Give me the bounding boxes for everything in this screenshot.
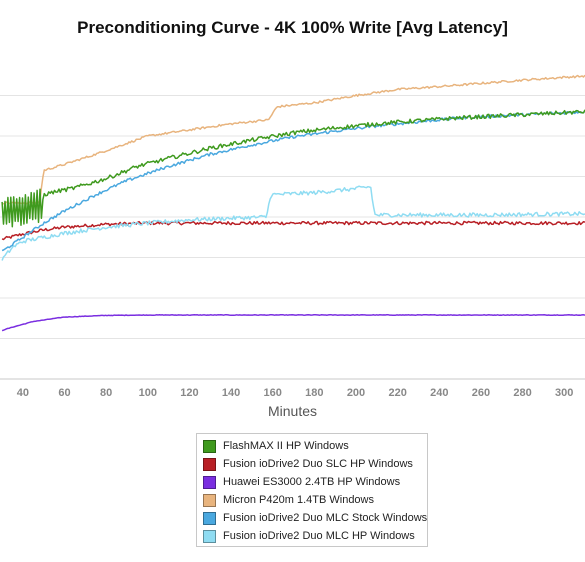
legend-swatch-3 [203, 493, 216, 507]
legend-swatch-5 [203, 529, 216, 543]
legend-label-0: FlashMAX II HP Windows [223, 440, 349, 452]
x-tick-label-240: 240 [430, 387, 448, 399]
legend-item-0[interactable]: FlashMAX II HP Windows [197, 437, 427, 455]
x-tick-label-300: 300 [555, 387, 573, 399]
x-tick-label-160: 160 [264, 387, 282, 399]
series-line-3 [2, 74, 585, 205]
series-line-5 [1, 185, 585, 261]
x-tick-label-40: 40 [17, 387, 29, 399]
x-axis-ticks: 40 60 80 100 120 140 160 180 200 220 240 260 280 300 [17, 387, 574, 399]
legend-item-1[interactable]: Fusion ioDrive2 Duo SLC HP Windows [197, 455, 427, 473]
legend-label-3: Micron P420m 1.4TB Windows [223, 494, 374, 506]
x-tick-label-120: 120 [180, 387, 198, 399]
series-lines [1, 74, 585, 332]
gridlines [0, 95, 585, 380]
x-tick-label-200: 200 [347, 387, 365, 399]
series-line-4 [1, 110, 585, 252]
x-tick-label-60: 60 [58, 387, 70, 399]
x-tick-label-80: 80 [100, 387, 112, 399]
legend: FlashMAX II HP Windows Fusion ioDrive2 Du… [196, 433, 428, 547]
legend-label-1: Fusion ioDrive2 Duo SLC HP Windows [223, 458, 413, 470]
series-line-1 [1, 220, 585, 241]
x-tick-label-280: 280 [513, 387, 531, 399]
legend-swatch-0 [203, 439, 216, 453]
x-tick-label-140: 140 [222, 387, 240, 399]
legend-item-3[interactable]: Micron P420m 1.4TB Windows [197, 491, 427, 509]
chart-title: Preconditioning Curve - 4K 100% Write [A… [77, 18, 508, 37]
legend-label-4: Fusion ioDrive2 Duo MLC Stock Windows [223, 512, 428, 524]
legend-swatch-4 [203, 511, 216, 525]
x-axis-label: Minutes [267, 403, 318, 419]
legend-item-4[interactable]: Fusion ioDrive2 Duo MLC Stock Windows [197, 509, 427, 527]
x-tick-label-100: 100 [139, 387, 157, 399]
legend-label-2: Huawei ES3000 2.4TB HP Windows [223, 476, 401, 488]
legend-item-5[interactable]: Fusion ioDrive2 Duo MLC HP Windows [197, 527, 427, 545]
x-tick-label-220: 220 [388, 387, 406, 399]
series-line-0 [1, 109, 585, 228]
legend-item-2[interactable]: Huawei ES3000 2.4TB HP Windows [197, 473, 427, 491]
legend-swatch-2 [203, 475, 216, 489]
x-tick-label-260: 260 [472, 387, 490, 399]
x-tick-label-180: 180 [305, 387, 323, 399]
legend-swatch-1 [203, 457, 216, 471]
legend-label-5: Fusion ioDrive2 Duo MLC HP Windows [223, 530, 415, 542]
series-line-2 [1, 314, 585, 332]
